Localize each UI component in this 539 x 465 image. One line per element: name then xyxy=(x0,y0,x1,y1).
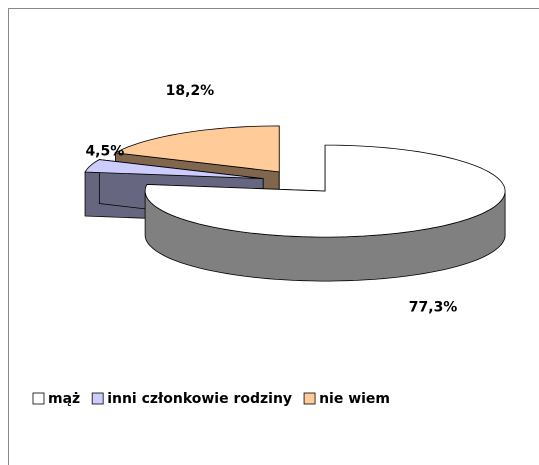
legend-swatch xyxy=(303,392,316,405)
slice-top xyxy=(114,125,280,173)
legend-label: inni członkowie rodziny xyxy=(107,391,292,407)
legend-label: mąż xyxy=(48,391,80,407)
pie-slice xyxy=(144,144,506,282)
data-label: 77,3% xyxy=(409,300,458,316)
chart-frame xyxy=(8,8,539,465)
legend-label: nie wiem xyxy=(319,391,390,407)
legend-swatch xyxy=(91,392,104,405)
slice-top xyxy=(144,144,506,238)
slice-top xyxy=(84,159,264,180)
data-label: 4,5% xyxy=(85,144,124,160)
legend-swatch xyxy=(32,392,45,405)
data-label: 18,2% xyxy=(166,83,215,99)
